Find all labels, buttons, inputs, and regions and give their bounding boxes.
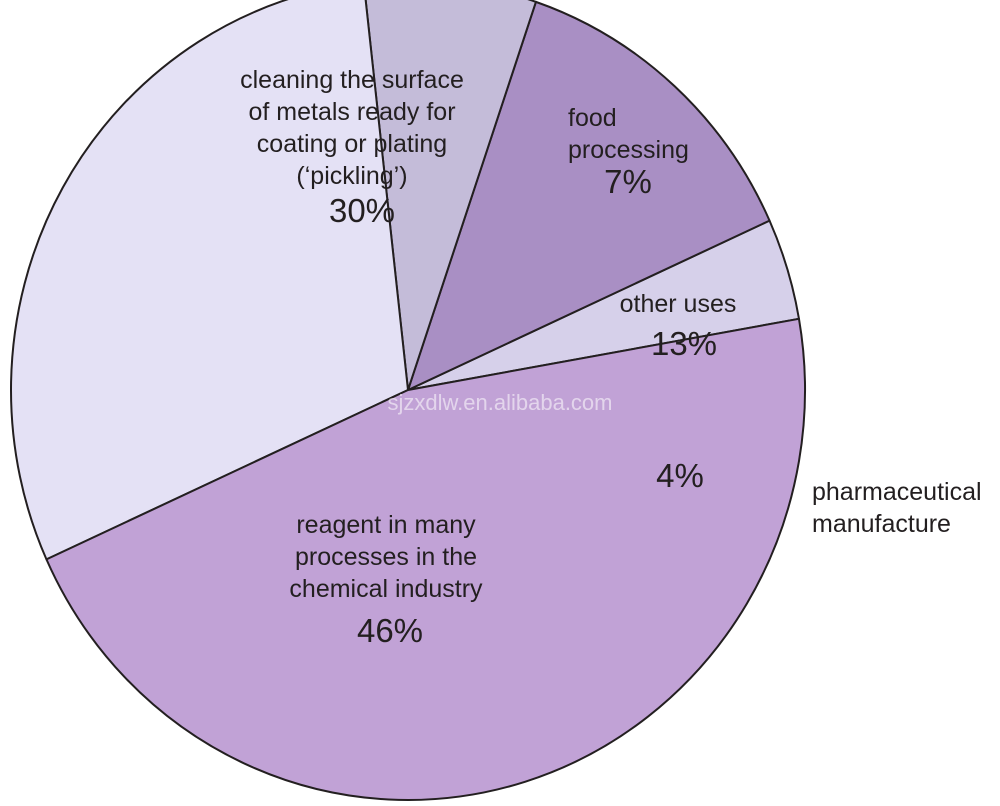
slice-percent-3: 7% bbox=[604, 163, 652, 200]
pie-slice-2 bbox=[407, 0, 771, 391]
slice-label-2: other uses bbox=[620, 290, 737, 318]
slice-percent-5: 46% bbox=[357, 612, 423, 649]
pie-labels: pharmaceutical manufacture 4% other uses 13%… bbox=[240, 66, 981, 649]
pie-slice-5 bbox=[45, 317, 806, 801]
watermark-text: sjzxdlw.en.alibaba.com bbox=[387, 390, 612, 415]
slice-label-1: pharmaceutical manufacture bbox=[812, 478, 982, 538]
slice-percent-4: 30% bbox=[329, 192, 395, 229]
slice-label-3: food processing bbox=[568, 104, 689, 164]
slice-label-5: reagent in many processes in the chemical … bbox=[289, 511, 483, 603]
pie-slices bbox=[10, 0, 806, 801]
slice-percent-2: 13% bbox=[651, 325, 717, 362]
slice-percent-1: 4% bbox=[656, 457, 704, 494]
pie-slice-4 bbox=[10, 0, 409, 561]
slice-label-4: cleaning the surface of metals ready for c… bbox=[240, 66, 464, 190]
pie-slice-3 bbox=[364, 0, 537, 391]
